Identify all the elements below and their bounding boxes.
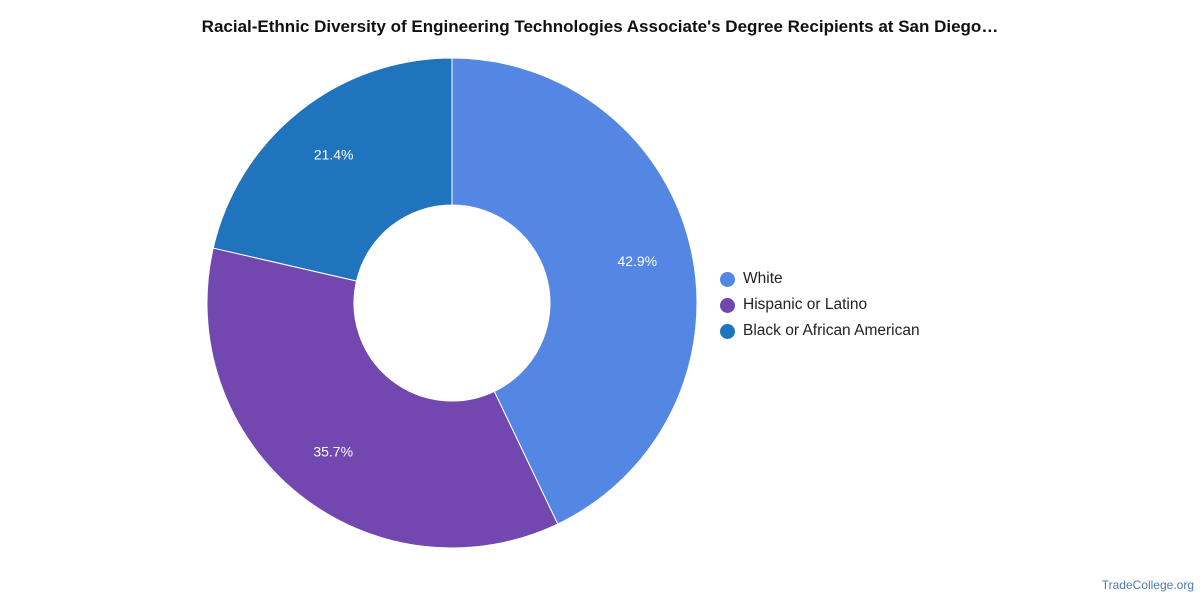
slice-hispanic-or-latino[interactable] <box>206 247 559 549</box>
legend-swatch <box>720 323 735 339</box>
legend-item[interactable]: White <box>720 266 920 292</box>
legend-label: Hispanic or Latino <box>743 296 868 313</box>
legend-label: Black or African American <box>743 322 920 339</box>
slice-value-label: 35.7% <box>313 443 353 459</box>
legend-item[interactable]: Black or African American <box>720 318 920 344</box>
legend-swatch <box>720 271 735 287</box>
slice-black-or-african-american[interactable] <box>212 57 453 282</box>
slice-white[interactable] <box>451 57 698 525</box>
legend-swatch <box>720 297 735 313</box>
legend-label: White <box>743 270 783 287</box>
slice-value-label: 42.9% <box>617 253 657 269</box>
chart-title: Racial-Ethnic Diversity of Engineering T… <box>201 17 999 36</box>
source-credit[interactable]: TradeCollege.org <box>1101 578 1194 592</box>
slice-value-label: 21.4% <box>314 146 354 162</box>
legend-item[interactable]: Hispanic or Latino <box>720 292 920 318</box>
legend: White Hispanic or Latino Black or African … <box>720 266 920 344</box>
